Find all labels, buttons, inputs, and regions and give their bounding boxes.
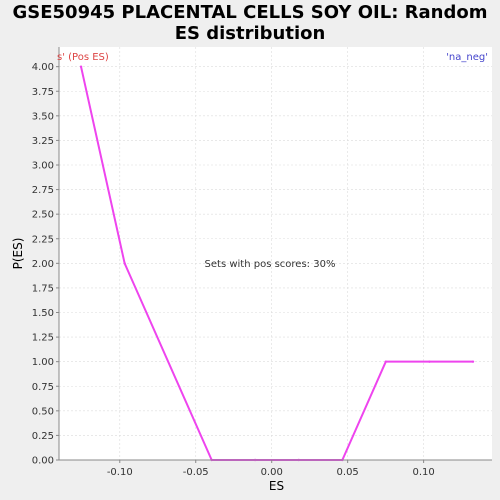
y-tick-label: 2.00 [32,259,54,270]
right-annotation: 'na_neg' [446,52,488,63]
data-point [428,360,431,363]
y-tick-label: 0.00 [32,456,54,467]
plot-area [59,47,492,460]
y-tick-label: 2.50 [32,210,54,221]
grid-lines [59,47,492,461]
center-annotation: Sets with pos scores: 30% [205,259,336,270]
y-axis-title: P(ES) [11,238,25,270]
y-tick-label: 1.50 [32,308,54,319]
y-tick-label: 2.25 [32,234,54,245]
y-tick-label: 4.00 [32,62,54,73]
y-tick-label: 1.25 [32,333,54,344]
y-tick-label: 3.25 [32,136,54,147]
data-point [123,262,126,265]
left-annotation: s' (Pos ES) [57,52,109,63]
y-tick-label: 1.75 [32,283,54,294]
data-point [79,65,83,68]
y-tick-label: 0.50 [32,406,54,417]
y-tick-label: 3.75 [32,87,54,98]
chart-title-line2: ES distribution [174,23,326,44]
x-tick-label: 0.05 [337,467,359,478]
y-tick-label: 2.75 [32,185,54,196]
y-tick-label: 1.00 [32,357,54,368]
tick-labels: 0.00 0.25 0.50 0.75 1.00 1.25 1.50 1.75 2.00 2.25… [32,62,435,478]
chart-title-line1: GSE50945 PLACENTAL CELLS SOY OIL: Random [12,2,488,23]
x-tick-label: 0.10 [412,467,434,478]
y-tick-label: 3.50 [32,111,54,122]
x-tick-label: -0.10 [107,467,133,478]
chart-title: GSE50945 PLACENTAL CELLS SOY OIL: Random… [0,2,500,44]
y-tick-label: 0.25 [32,431,54,442]
x-tick-label: -0.05 [183,467,209,478]
data-point [471,360,475,363]
axes [56,47,492,463]
data-point [384,360,388,363]
x-axis-title: ES [269,479,284,493]
x-tick-label: 0.00 [261,467,283,478]
y-tick-label: 0.75 [32,382,54,393]
y-tick-label: 3.00 [32,161,54,172]
